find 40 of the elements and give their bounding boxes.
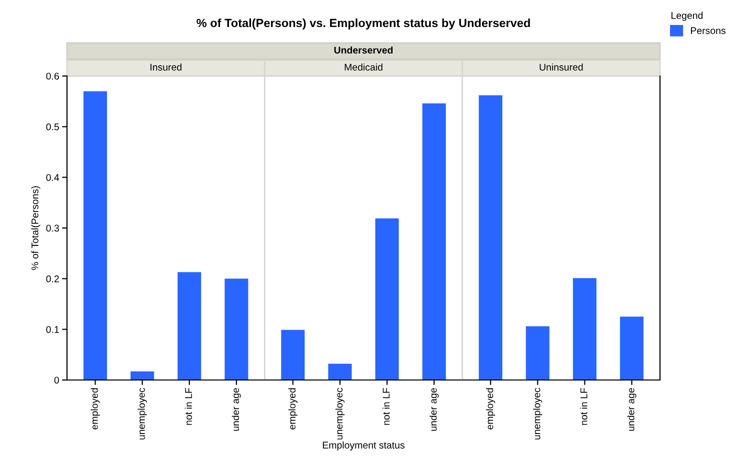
y-tick-label: 0 bbox=[54, 376, 59, 384]
bar bbox=[281, 330, 305, 380]
x-tick-label: not in LF bbox=[184, 388, 192, 425]
y-axis-title: % of Total(Persons) bbox=[31, 186, 40, 270]
text: Underserved bbox=[334, 46, 393, 54]
x-tick-label: employed bbox=[288, 388, 298, 430]
y-tick-label: 0.4 bbox=[46, 174, 60, 181]
x-tick-label: under age bbox=[627, 388, 636, 431]
bar bbox=[572, 278, 596, 380]
x-tick-label: not in LF bbox=[580, 388, 588, 425]
bar bbox=[526, 326, 550, 380]
y-tick-label: 0.5 bbox=[46, 123, 59, 130]
chart-title: Medicaid bbox=[344, 63, 382, 71]
x-tick-label: unemployec bbox=[533, 388, 542, 440]
bar bbox=[422, 103, 446, 380]
legend-label: Persons bbox=[690, 27, 726, 34]
x-axis-title: Employment status bbox=[322, 441, 404, 451]
bar bbox=[620, 316, 644, 380]
x-tick-label: under age bbox=[232, 388, 241, 431]
chart-title: Uninsured bbox=[540, 63, 583, 71]
x-tick-label: under age bbox=[430, 388, 439, 431]
y-tick-label: 0.2 bbox=[46, 275, 59, 282]
bar bbox=[178, 272, 202, 380]
bar bbox=[328, 364, 352, 380]
x-tick-label: employed bbox=[486, 388, 496, 430]
bar bbox=[375, 218, 399, 380]
text: % of Total(Persons) vs. Employment status by Underserved bbox=[196, 18, 530, 30]
x-tick-label: employed bbox=[90, 388, 100, 430]
x-tick-label: not in LF bbox=[382, 388, 390, 425]
legend-title: Legend bbox=[672, 12, 703, 21]
x-tick-label: unemployec bbox=[138, 388, 147, 440]
bar bbox=[224, 278, 248, 380]
bar bbox=[83, 91, 108, 380]
x-tick-label: unemployec bbox=[335, 388, 344, 440]
chart-title: Insured bbox=[150, 63, 182, 71]
bar bbox=[478, 95, 502, 380]
y-tick-label: 0.1 bbox=[46, 326, 59, 333]
y-tick-label: 0.6 bbox=[46, 72, 59, 80]
bar bbox=[130, 371, 154, 380]
y-tick-label: 0.3 bbox=[46, 224, 59, 232]
